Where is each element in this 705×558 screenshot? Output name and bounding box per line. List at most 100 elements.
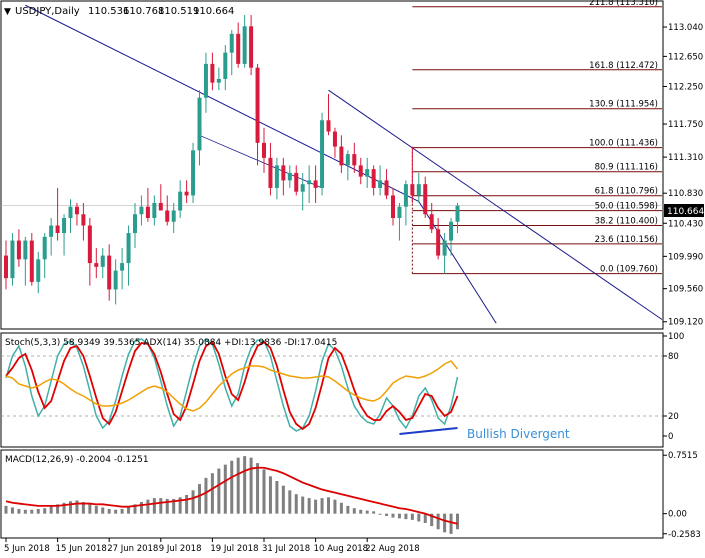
macd-histogram-bar <box>417 513 421 522</box>
macd-histogram-bar <box>268 476 272 514</box>
stoch-signal-line <box>5 340 459 431</box>
stoch-axis-label: 100 <box>668 332 684 342</box>
candle-body <box>274 165 279 188</box>
price-axis: 113.040 112.650 112.250 111.750 111.310 110.8… <box>663 23 703 540</box>
macd-histogram-bar <box>397 513 401 519</box>
macd-histogram-bar <box>249 457 253 514</box>
macd-histogram-bar <box>256 463 260 514</box>
macd-histogram-bar <box>314 499 318 514</box>
fib-level-label: 23.6 (110.156) <box>595 235 658 245</box>
price-axis-label: 112.250 <box>668 82 703 92</box>
macd-histogram-bar <box>133 504 137 514</box>
macd-histogram-bar <box>391 513 395 518</box>
price-axis-label: 109.990 <box>668 252 703 262</box>
macd-histogram-bar <box>378 513 382 515</box>
price-axis-label: 109.560 <box>668 285 703 295</box>
fib-level-label: 0.0 (109.760) <box>600 265 658 275</box>
candle-body <box>313 180 318 188</box>
macd-histogram-bar <box>30 509 34 514</box>
macd-histogram-bar <box>359 509 363 514</box>
price-axis-label: 113.040 <box>668 23 703 33</box>
candle-body <box>391 195 395 218</box>
ohlc-high: 110.768 <box>123 6 164 17</box>
candle-body <box>339 146 344 166</box>
candle-body <box>236 33 241 64</box>
macd-histogram-bar <box>333 499 337 514</box>
fib-level-label: 50.0 (110.598) <box>595 202 658 212</box>
macd-histogram-bar <box>36 509 40 514</box>
candle-body <box>178 191 183 211</box>
macd-histogram-bar <box>301 496 305 514</box>
candle-body <box>120 263 125 271</box>
candle-body <box>36 259 41 282</box>
candle-body <box>378 180 383 188</box>
candle-body <box>294 172 299 192</box>
candle-body <box>55 225 60 234</box>
candle-body <box>320 120 325 188</box>
candle-body <box>365 169 370 177</box>
ohlc-close: 110.664 <box>193 6 234 17</box>
macd-axis-label: 0.7515 <box>668 451 698 461</box>
candle-body <box>171 210 176 222</box>
macd-histogram-bar <box>43 508 47 514</box>
macd-header: MACD(12,26,9) -0.2004 -0.1251 <box>5 455 149 465</box>
candle-body <box>403 184 408 207</box>
price-axis-label: 112.650 <box>668 52 703 62</box>
candle-body <box>152 202 157 218</box>
macd-histogram-bar <box>114 509 118 514</box>
macd-histogram-bar <box>346 505 350 514</box>
macd-histogram-bar <box>10 507 14 514</box>
candle-body <box>126 233 131 264</box>
macd-histogram-bar <box>75 500 79 514</box>
channel-upper-early <box>25 4 420 202</box>
macd-histogram-bar <box>146 499 150 514</box>
candle-body <box>410 184 415 196</box>
candle-body <box>326 120 331 132</box>
macd-histogram-bar <box>423 513 427 523</box>
candle-body <box>165 210 170 222</box>
candle-body <box>455 205 460 222</box>
macd-histogram-bar <box>172 498 176 514</box>
candle-body <box>94 263 99 267</box>
macd-histogram-bar <box>307 498 311 514</box>
macd-histogram-bar <box>320 498 324 514</box>
candle-body <box>352 154 357 166</box>
macd-histogram-bar <box>230 460 234 514</box>
candle-body <box>449 221 454 241</box>
candle-body <box>384 180 389 196</box>
candle-body <box>23 240 28 260</box>
macd-histogram-bar <box>275 481 279 514</box>
last-price-tag <box>664 204 704 217</box>
time-axis-label: 10 Aug 2018 <box>314 544 368 554</box>
macd-histogram-bar <box>404 513 408 520</box>
candle-body <box>87 225 92 264</box>
candle-body <box>397 206 402 218</box>
time-axis-label: 5 Jun 2018 <box>4 544 50 554</box>
macd-histogram-bar <box>159 498 163 514</box>
macd-histogram-bar <box>327 497 330 514</box>
macd-histogram-bar <box>69 501 72 514</box>
fib-level-label: 61.8 (110.796) <box>595 187 658 197</box>
macd-histogram-bar <box>94 505 98 514</box>
stoch-axis-label: 80 <box>668 352 679 362</box>
macd-signal-line <box>5 466 458 525</box>
candle-body <box>242 26 247 64</box>
candle-body <box>191 150 196 196</box>
stoch-adx-header: Stoch(5,3,3) 58.9349 39.5365 ADX(14) 35.… <box>5 338 337 348</box>
macd-histogram-bar <box>210 473 214 514</box>
macd-histogram-bar <box>385 513 389 516</box>
macd-histogram-bar <box>49 505 53 514</box>
macd-histogram-bar <box>262 469 266 514</box>
fib-level-label: 80.9 (111.116) <box>595 163 658 173</box>
candle-body <box>139 206 144 215</box>
time-axis: 5 Jun 2018 15 Jun 2018 27 Jun 2018 9 Jul 20… <box>4 538 420 554</box>
fib-level-label: 130.9 (111.954) <box>589 100 658 110</box>
macd-histogram-bar <box>127 506 131 514</box>
candle-body <box>371 169 376 188</box>
price-axis-label: 109.120 <box>668 318 703 328</box>
macd-histogram-bar <box>165 498 169 514</box>
macd-panel <box>0 449 664 539</box>
candle-body <box>332 131 337 147</box>
candle-body <box>268 157 273 188</box>
